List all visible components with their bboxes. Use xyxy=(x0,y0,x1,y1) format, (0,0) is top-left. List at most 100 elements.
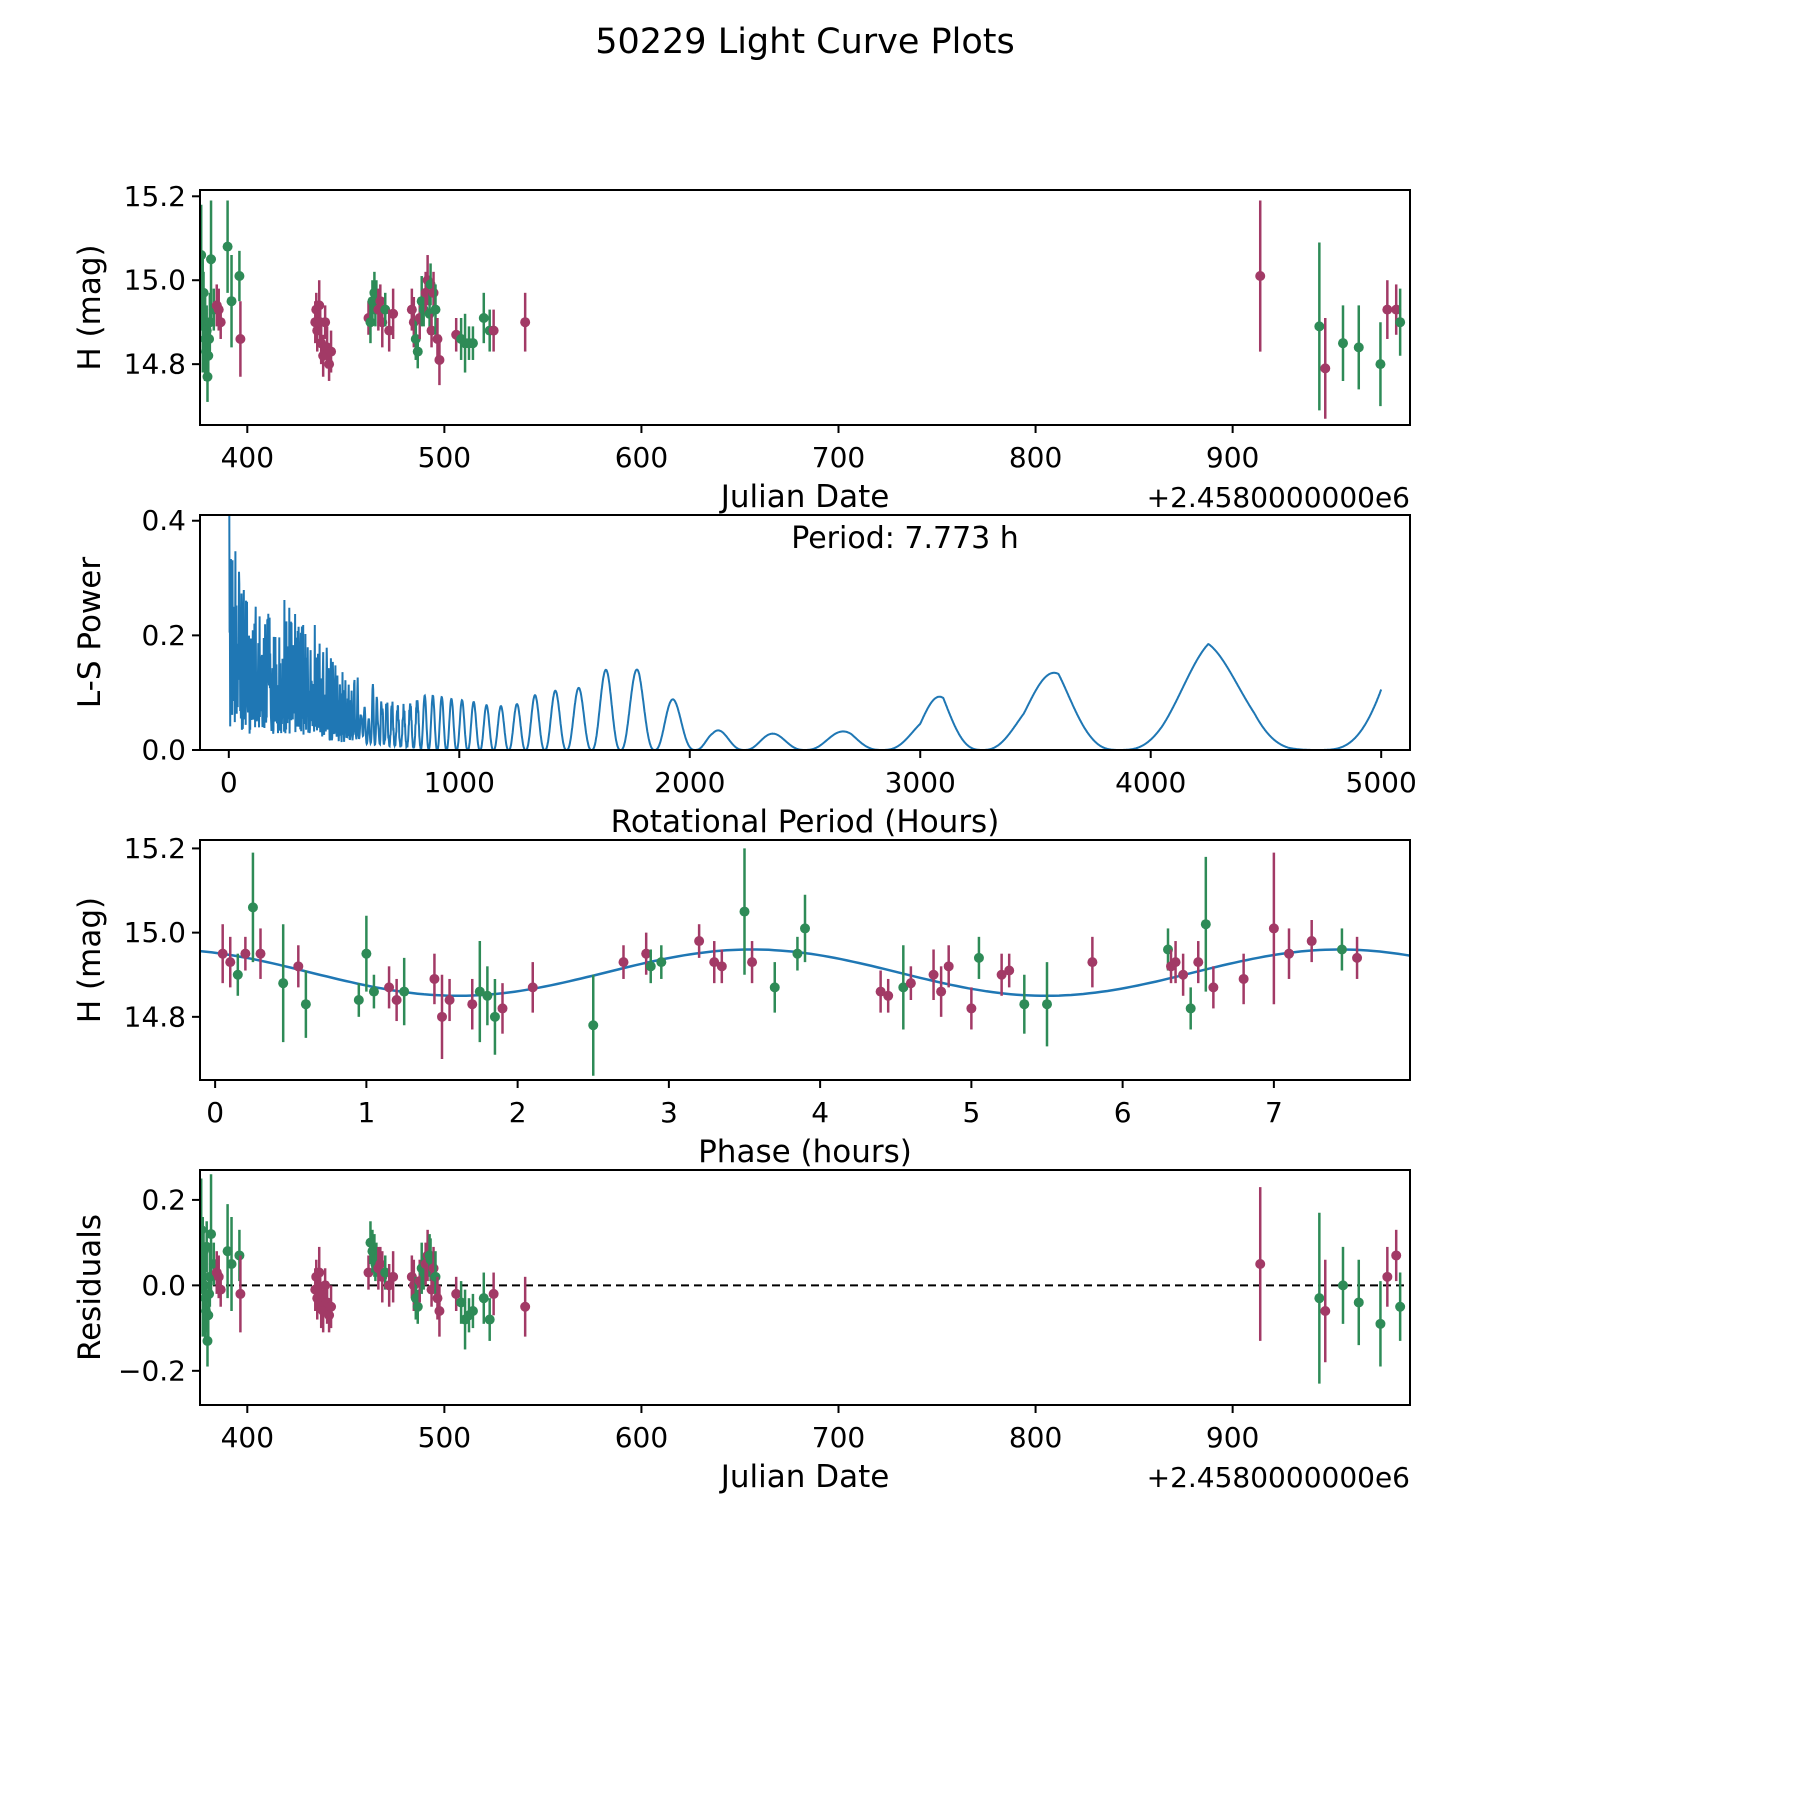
data-point xyxy=(430,304,441,315)
data-point xyxy=(709,957,720,968)
x-tick-label: 900 xyxy=(1206,1421,1259,1454)
data-point xyxy=(314,1267,325,1278)
y-tick-label: 14.8 xyxy=(124,1000,186,1033)
data-point xyxy=(444,995,455,1005)
data-point xyxy=(1004,965,1015,976)
x-tick-label: 5000 xyxy=(1346,766,1417,799)
x-axis-offset-label: +2.4580000000e6 xyxy=(1147,1461,1410,1494)
data-point xyxy=(406,304,417,315)
y-tick-label: 15.0 xyxy=(124,916,186,949)
data-point xyxy=(399,986,410,997)
data-point xyxy=(898,982,909,993)
data-point xyxy=(412,1301,423,1312)
data-point xyxy=(412,346,423,357)
data-point xyxy=(488,325,499,336)
data-point xyxy=(384,982,395,993)
period-annotation: Period: 7.773 h xyxy=(791,521,1019,556)
data-point xyxy=(225,957,236,968)
x-axis-label: Rotational Period (Hours) xyxy=(611,804,1000,840)
data-point xyxy=(202,1335,213,1346)
data-point xyxy=(1019,999,1030,1010)
data-point xyxy=(641,948,652,959)
data-point xyxy=(936,986,947,997)
data-point xyxy=(875,986,886,997)
data-point xyxy=(520,1301,531,1312)
data-point xyxy=(235,333,246,344)
data-point xyxy=(434,354,445,365)
data-point xyxy=(973,952,984,963)
x-tick-label: 500 xyxy=(418,1421,471,1454)
x-tick-label: 800 xyxy=(1009,1421,1062,1454)
y-tick-label: 15.2 xyxy=(124,832,186,865)
data-point xyxy=(363,1267,374,1278)
data-point xyxy=(1395,1301,1406,1312)
axes-frame xyxy=(199,189,1411,426)
data-point xyxy=(478,312,489,323)
data-point xyxy=(293,961,304,972)
data-point xyxy=(1193,957,1204,968)
x-tick-label: 600 xyxy=(615,441,668,474)
data-point xyxy=(1314,1293,1325,1304)
data-point xyxy=(391,995,402,1005)
data-point xyxy=(226,1259,237,1269)
data-point xyxy=(467,338,478,349)
x-tick-label: 2 xyxy=(509,1096,527,1129)
data-point xyxy=(769,982,780,993)
data-point xyxy=(234,271,245,282)
data-point xyxy=(1208,982,1219,993)
data-point xyxy=(694,936,705,947)
y-tick-label: 14.8 xyxy=(124,348,186,381)
x-tick-label: 600 xyxy=(615,1421,668,1454)
x-tick-label: 500 xyxy=(418,441,471,474)
data-point xyxy=(1395,317,1406,328)
x-tick-label: 400 xyxy=(221,441,274,474)
data-point xyxy=(1170,957,1181,968)
data-point xyxy=(1336,944,1347,955)
data-point xyxy=(375,1259,386,1269)
data-point xyxy=(1268,923,1279,934)
data-point xyxy=(943,961,954,972)
data-point xyxy=(966,1003,977,1014)
data-point xyxy=(432,1293,443,1304)
data-point xyxy=(792,948,803,959)
data-point xyxy=(388,308,399,319)
ls-power-curve xyxy=(228,515,1383,750)
y-tick-label: 0.2 xyxy=(141,619,186,652)
data-point xyxy=(426,325,437,336)
data-point xyxy=(488,1288,499,1299)
data-point xyxy=(380,1267,391,1278)
data-point xyxy=(318,350,329,361)
data-point xyxy=(482,990,493,1001)
residuals-scatter-series xyxy=(200,1174,1406,1384)
y-tick-label: 0.0 xyxy=(141,734,186,767)
y-axis-label: H (mag) xyxy=(72,244,108,370)
y-tick-label: −0.2 xyxy=(118,1354,186,1387)
data-point xyxy=(883,990,894,1001)
data-point xyxy=(1382,1271,1393,1282)
data-point xyxy=(278,978,289,989)
data-point xyxy=(588,1020,599,1031)
axes-frame xyxy=(199,839,1411,1081)
y-axis-label: Residuals xyxy=(72,1214,108,1361)
data-point xyxy=(375,296,386,307)
x-tick-label: 1 xyxy=(357,1096,375,1129)
data-point xyxy=(222,1246,233,1257)
data-point xyxy=(1375,359,1386,370)
x-tick-label: 4 xyxy=(811,1096,829,1129)
data-point xyxy=(320,1280,331,1291)
data-point xyxy=(430,1271,441,1282)
data-point xyxy=(429,973,440,984)
data-point xyxy=(1352,952,1363,963)
data-point xyxy=(353,995,364,1005)
data-point xyxy=(1255,1259,1266,1269)
data-point xyxy=(240,948,251,959)
y-axis-label: H (mag) xyxy=(72,897,108,1023)
x-axis-offset-label: +2.4580000000e6 xyxy=(1147,481,1410,514)
y-tick-label: 0.0 xyxy=(141,1269,186,1302)
x-tick-label: 1000 xyxy=(424,766,495,799)
data-point xyxy=(300,999,311,1010)
data-point xyxy=(1284,948,1294,959)
axes-frame xyxy=(199,1169,1411,1406)
data-point xyxy=(384,1280,395,1291)
